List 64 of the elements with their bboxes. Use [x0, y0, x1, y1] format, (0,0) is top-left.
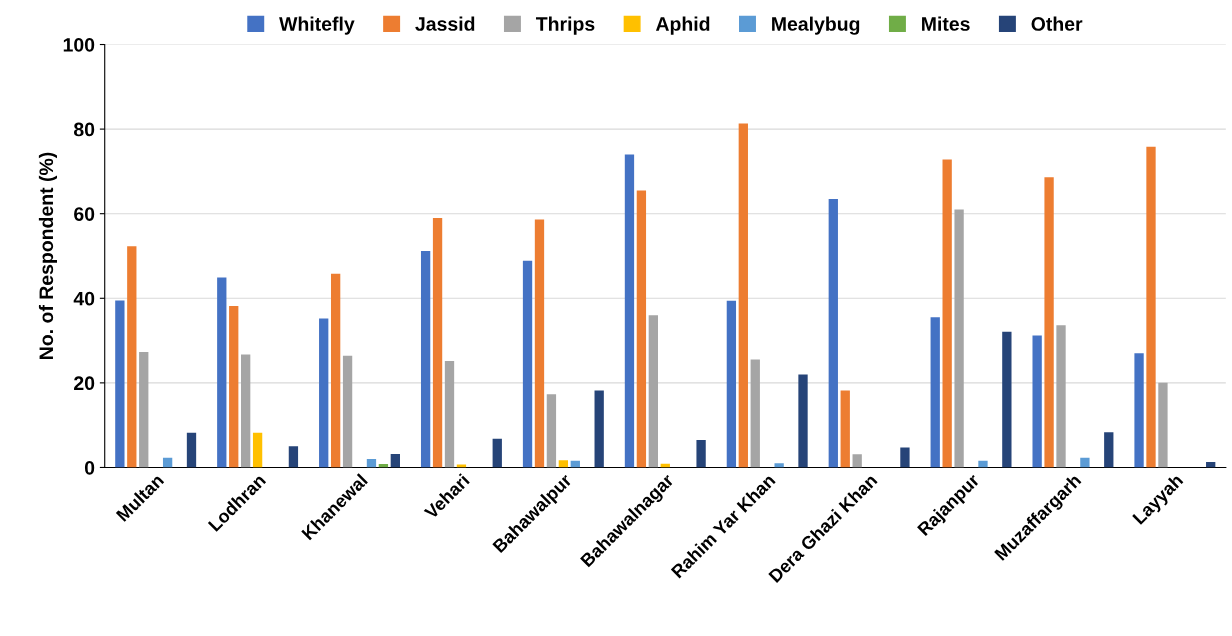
legend-label: Jassid: [415, 16, 475, 31]
bar: [432, 217, 443, 468]
bar: [1044, 177, 1054, 468]
bar: [594, 390, 604, 468]
bar: [420, 250, 431, 468]
bar: [390, 453, 400, 468]
legend-label: Thrips: [535, 16, 595, 35]
bar: [115, 300, 125, 468]
bar: [366, 459, 377, 468]
bar: [900, 447, 910, 468]
bar: [127, 246, 137, 468]
bar: [942, 159, 952, 468]
bar: [930, 317, 940, 468]
bar: [696, 439, 706, 468]
bar: [978, 460, 988, 468]
bar: [1056, 325, 1066, 468]
bar: [229, 305, 239, 468]
bar: [852, 454, 862, 468]
y-tick-label: 60: [74, 207, 95, 221]
bar: [330, 273, 341, 468]
bar: [636, 190, 647, 468]
bar: [139, 352, 149, 468]
bar: [319, 318, 329, 468]
legend-label: Other: [1031, 16, 1083, 31]
bar: [1146, 146, 1156, 468]
bar: [444, 360, 455, 468]
bar: [546, 394, 557, 468]
bar: [774, 463, 784, 468]
bar: [798, 374, 808, 468]
bar: [738, 123, 748, 468]
bar: [252, 432, 263, 468]
bar: [750, 359, 760, 468]
bar: [342, 355, 353, 468]
legend-label: Aphid: [655, 16, 710, 35]
bar: [186, 432, 197, 468]
bar: [1002, 331, 1012, 468]
bar: [828, 198, 838, 468]
bar: [558, 460, 569, 468]
bar: [1134, 353, 1144, 468]
bar: [648, 315, 658, 468]
bar: [726, 300, 737, 468]
legend-label: Mites: [922, 16, 970, 31]
bar: [241, 354, 251, 468]
bar: [217, 277, 227, 468]
bar: [1104, 432, 1114, 468]
y-tick-label: 0: [84, 460, 95, 475]
y-axis-title: No. of Respondent (%): [38, 152, 57, 359]
bar: [840, 390, 850, 468]
bar: [1032, 335, 1042, 468]
bar: [522, 260, 533, 468]
bar: [288, 446, 299, 468]
bar: [492, 438, 502, 468]
bar: [624, 154, 635, 468]
bar: [456, 464, 467, 468]
legend-label: Mealybug: [772, 16, 860, 35]
bar: [1080, 457, 1090, 468]
bar: [1158, 382, 1168, 468]
y-tick-label: 40: [73, 291, 95, 306]
bar: [534, 219, 545, 468]
y-tick-label: 20: [74, 376, 95, 391]
legend-label: Whitefly: [279, 16, 355, 35]
y-tick-label: 80: [73, 122, 95, 137]
y-tick-label: 100: [63, 37, 95, 52]
bar: [954, 209, 964, 468]
